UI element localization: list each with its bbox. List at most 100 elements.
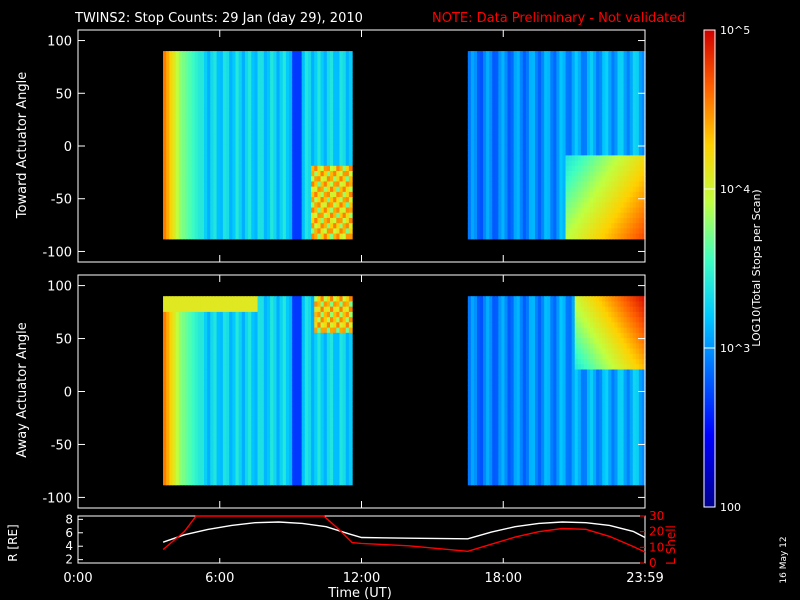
heatmap-cell — [562, 92, 567, 99]
heatmap-cell — [292, 233, 296, 240]
heatmap-cell — [492, 134, 496, 141]
heatmap-cell — [538, 212, 542, 219]
heatmap-cell — [562, 118, 567, 125]
heatmap-cell — [586, 103, 591, 110]
y-tick-label: 50 — [55, 87, 72, 102]
heatmap-cell — [577, 228, 582, 235]
heatmap-cell — [342, 61, 347, 68]
heatmap-cell — [516, 186, 521, 193]
heatmap-cell — [238, 77, 243, 83]
heatmap-cell — [307, 82, 312, 89]
heatmap-cell — [611, 233, 616, 240]
heatmap-cell — [185, 432, 189, 439]
heatmap-cell — [282, 129, 287, 136]
heatmap-cell — [311, 77, 315, 83]
heatmap-cell — [553, 61, 557, 68]
heatmap-cell — [260, 139, 265, 146]
heatmap-cell — [292, 217, 296, 224]
heatmap-cell — [197, 87, 202, 94]
heatmap-cell — [276, 191, 281, 198]
heatmap-cell — [342, 87, 347, 94]
heatmap-cell — [200, 353, 205, 360]
heatmap-cell — [507, 217, 512, 224]
heatmap-cell — [207, 56, 211, 63]
heatmap-cell — [476, 51, 481, 57]
heatmap-cell — [200, 332, 205, 339]
heatmap-cell — [544, 77, 548, 83]
heatmap-cell — [632, 228, 637, 235]
heatmap-cell — [292, 113, 296, 120]
heatmap-cell — [544, 202, 548, 209]
heatmap-cell — [285, 124, 290, 130]
heatmap-cell — [495, 51, 499, 57]
heatmap-cell — [163, 437, 167, 444]
heatmap-cell — [260, 233, 265, 240]
heatmap-cell — [580, 197, 585, 203]
heatmap-cell — [323, 176, 328, 183]
heatmap-cell — [617, 87, 622, 94]
heatmap-cell — [538, 233, 542, 240]
heatmap-cell — [276, 61, 281, 68]
heatmap-cell — [480, 176, 484, 183]
heatmap-cell — [629, 155, 634, 162]
heatmap-cell — [323, 103, 328, 110]
heatmap-cell — [181, 77, 186, 83]
heatmap-cell — [207, 165, 211, 172]
heatmap-cell — [200, 479, 205, 486]
heatmap-cell — [550, 129, 554, 136]
heatmap-cell — [191, 416, 196, 423]
heatmap-cell — [568, 186, 573, 193]
heatmap-cell — [197, 118, 202, 125]
heatmap-cell — [254, 92, 259, 99]
heatmap-cell — [163, 56, 167, 63]
heatmap-cell — [166, 160, 170, 167]
heatmap-cell — [232, 113, 237, 120]
heatmap-cell — [267, 207, 271, 214]
heatmap-cell — [232, 191, 237, 198]
heatmap-cell — [222, 233, 227, 240]
heatmap-cell — [577, 124, 582, 130]
heatmap-cell — [608, 160, 612, 167]
heatmap-cell — [541, 197, 545, 203]
heatmap-cell — [178, 432, 183, 439]
heatmap-cell — [620, 144, 625, 151]
heatmap-cell — [163, 406, 167, 412]
heatmap-cell — [210, 338, 215, 344]
heatmap-cell — [470, 124, 475, 130]
heatmap-cell — [323, 98, 328, 104]
heatmap-cell — [226, 217, 230, 224]
heatmap-cell — [559, 191, 564, 198]
heatmap-cell — [191, 322, 196, 329]
heatmap-cell — [525, 51, 530, 57]
heatmap-cell — [181, 134, 186, 141]
heatmap-cell — [251, 139, 255, 146]
heatmap-cell — [326, 77, 331, 83]
heatmap-cell — [602, 124, 606, 130]
heatmap-cell — [169, 463, 174, 470]
heatmap-cell — [314, 56, 318, 63]
heatmap-cell — [213, 463, 218, 470]
heatmap-cell — [163, 212, 167, 219]
heatmap-cell — [169, 474, 174, 481]
heatmap-cell — [501, 150, 506, 156]
heatmap-cell — [216, 296, 221, 303]
heatmap-cell — [169, 332, 174, 339]
heatmap-cell — [641, 113, 646, 120]
heatmap-cell — [590, 87, 594, 94]
heatmap-cell — [333, 171, 337, 177]
heatmap-cell — [216, 411, 221, 418]
heatmap-cell — [574, 144, 579, 151]
heatmap-cell — [222, 212, 227, 219]
heatmap-cell — [279, 98, 284, 104]
heatmap-cell — [608, 223, 612, 229]
heatmap-cell — [614, 61, 619, 68]
heatmap-cell — [565, 171, 570, 177]
heatmap-cell — [480, 144, 484, 151]
heatmap-cell — [267, 223, 271, 229]
heatmap-cell — [330, 155, 334, 162]
heatmap-cell — [519, 139, 524, 146]
heatmap-cell — [169, 103, 174, 110]
heatmap-cell — [629, 160, 634, 167]
heatmap-cell — [501, 155, 506, 162]
heatmap-cell — [232, 66, 237, 73]
